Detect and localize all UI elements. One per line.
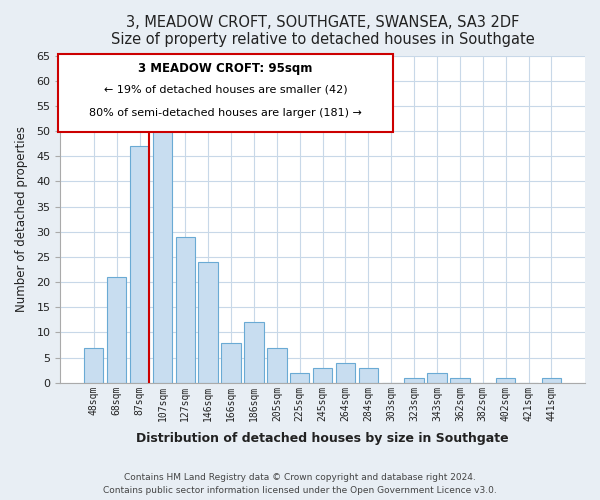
Text: ← 19% of detached houses are smaller (42): ← 19% of detached houses are smaller (42… <box>104 85 347 95</box>
Bar <box>221 342 241 383</box>
Y-axis label: Number of detached properties: Number of detached properties <box>15 126 28 312</box>
Bar <box>176 237 195 383</box>
Title: 3, MEADOW CROFT, SOUTHGATE, SWANSEA, SA3 2DF
Size of property relative to detach: 3, MEADOW CROFT, SOUTHGATE, SWANSEA, SA3… <box>111 15 535 48</box>
Bar <box>496 378 515 383</box>
Bar <box>107 277 127 383</box>
Bar <box>427 373 447 383</box>
Bar <box>336 362 355 383</box>
Bar <box>152 116 172 383</box>
Text: 3 MEADOW CROFT: 95sqm: 3 MEADOW CROFT: 95sqm <box>139 62 313 75</box>
Bar <box>244 322 263 383</box>
Bar <box>359 368 378 383</box>
Bar <box>130 146 149 383</box>
Bar <box>542 378 561 383</box>
X-axis label: Distribution of detached houses by size in Southgate: Distribution of detached houses by size … <box>136 432 509 445</box>
Text: Contains HM Land Registry data © Crown copyright and database right 2024.
Contai: Contains HM Land Registry data © Crown c… <box>103 473 497 495</box>
Bar <box>199 262 218 383</box>
Bar <box>313 368 332 383</box>
Bar <box>450 378 470 383</box>
Bar <box>84 348 103 383</box>
Bar <box>290 373 310 383</box>
FancyBboxPatch shape <box>58 54 394 132</box>
Bar <box>267 348 287 383</box>
Text: 80% of semi-detached houses are larger (181) →: 80% of semi-detached houses are larger (… <box>89 108 362 118</box>
Bar <box>404 378 424 383</box>
